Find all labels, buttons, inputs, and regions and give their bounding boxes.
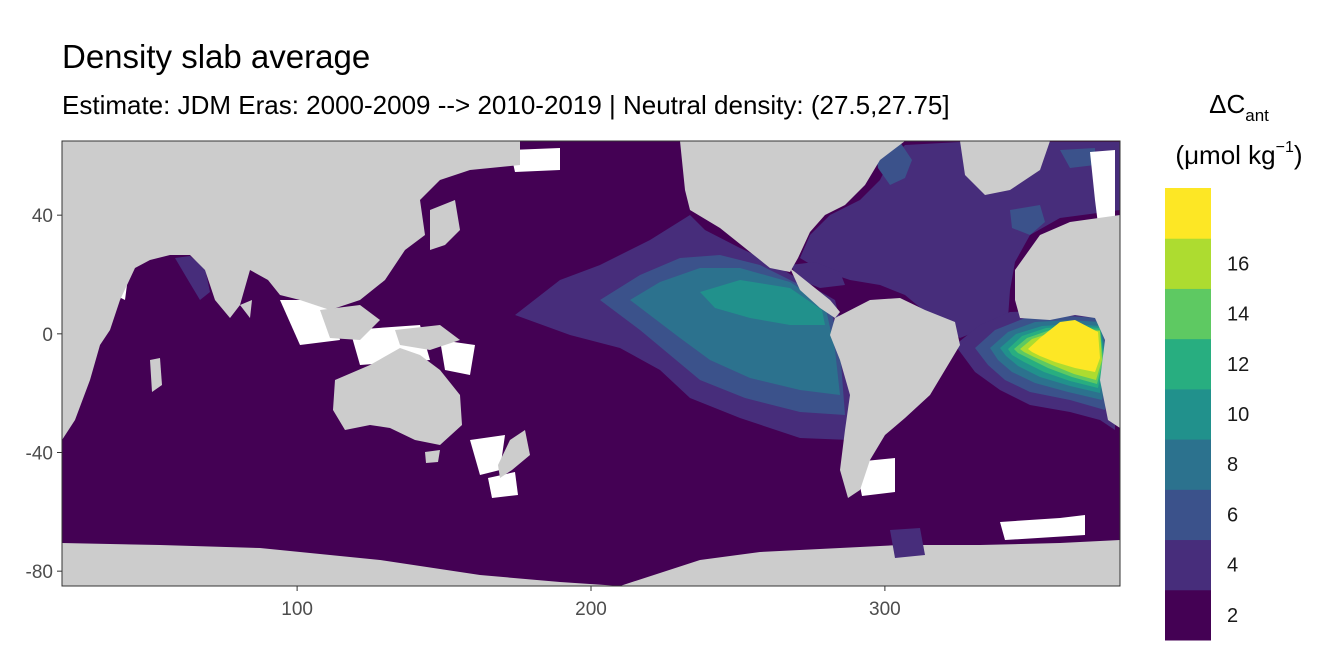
y-tick-label: -40 — [26, 444, 53, 465]
legend-bin — [1165, 338, 1211, 390]
arabian-sea-region — [175, 256, 210, 300]
irminger-sea-region — [1010, 205, 1045, 235]
legend-labels: 2 4 6 8 10 12 14 16 — [1227, 253, 1249, 627]
y-tick-label: -80 — [26, 562, 53, 583]
legend-bin — [1165, 188, 1211, 239]
y-tick-label: 0 — [42, 325, 53, 346]
legend-label: 16 — [1227, 253, 1249, 275]
legend-bin — [1165, 388, 1211, 440]
chart-subtitle: Estimate: JDM Eras: 2000-2009 --> 2010-2… — [62, 90, 950, 120]
land-mass — [62, 141, 1120, 586]
legend: ΔCant (μmol kg−1) 2 4 6 8 10 12 14 16 — [1165, 89, 1303, 641]
north-atlantic-region — [800, 142, 1120, 338]
legend-label: 2 — [1227, 605, 1238, 627]
legend-label: 10 — [1227, 404, 1249, 426]
legend-bin — [1165, 489, 1211, 541]
east-pacific-region-l4 — [700, 280, 825, 325]
legend-bin — [1165, 439, 1211, 490]
legend-bin — [1165, 238, 1211, 289]
east-atlantic-region-l8 — [1028, 320, 1100, 372]
x-tick-label: 200 — [575, 599, 607, 620]
y-tick-label: 40 — [32, 206, 53, 227]
legend-bin — [1165, 539, 1211, 591]
legend-title: ΔCant — [1209, 89, 1269, 125]
legend-label: 4 — [1227, 555, 1238, 577]
chart-title: Density slab average — [62, 38, 371, 75]
nordic-seas-region — [1060, 148, 1095, 168]
legend-bin — [1165, 288, 1211, 340]
legend-bin — [1165, 589, 1211, 641]
legend-color-bins — [1165, 188, 1211, 641]
legend-label: 12 — [1227, 354, 1249, 376]
weddell-shelf-region — [890, 528, 925, 558]
x-tick-label: 300 — [869, 599, 901, 620]
legend-label: 8 — [1227, 454, 1238, 476]
x-tick-label: 100 — [281, 599, 313, 620]
map-panel — [62, 141, 1120, 586]
legend-label: 14 — [1227, 304, 1249, 326]
legend-unit: (μmol kg−1) — [1175, 139, 1302, 170]
legend-label: 6 — [1227, 504, 1238, 526]
